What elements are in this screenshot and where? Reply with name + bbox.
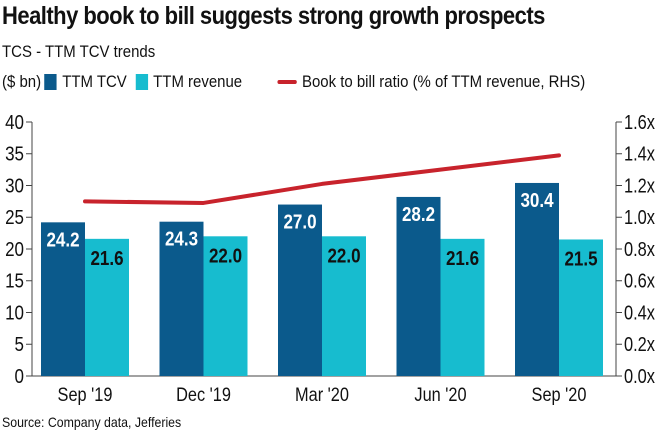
y-tick-label-left: 35 <box>5 142 24 165</box>
y-tick-label-left: 25 <box>5 206 24 229</box>
y-tick-label-right: 0.6x <box>624 269 655 292</box>
bar-tcv <box>396 196 441 376</box>
legend-swatch-ratio <box>277 80 297 84</box>
legend-label-revenue: TTM revenue <box>153 72 243 91</box>
y-tick-label-right: 1.6x <box>624 110 655 133</box>
ratio-line <box>83 153 561 205</box>
bar-tcv <box>278 204 322 376</box>
ratio-line-group <box>83 153 561 205</box>
y-tick-label-right: 1.4x <box>624 142 655 165</box>
y-tick-label-left: 30 <box>5 174 24 197</box>
bar-revenue <box>559 239 603 376</box>
data-label-revenue: 21.5 <box>564 247 597 270</box>
bar-revenue <box>203 236 248 376</box>
y-tick-label-right: 0.4x <box>624 301 655 324</box>
legend-item-revenue: TTM revenue <box>132 72 242 92</box>
x-tick-label: Sep '20 <box>532 384 587 405</box>
data-label-tcv: 28.2 <box>402 203 435 226</box>
legend-item-ratio: Book to bill ratio (% of TTM revenue, RH… <box>277 72 585 92</box>
y-tick-label-right: 0.0x <box>624 364 655 387</box>
y-tick-label-right: 1.2x <box>624 174 655 197</box>
source-note: Source: Company data, Jefferies <box>2 414 182 430</box>
bars <box>41 182 603 376</box>
y-tick-label-left: 0 <box>15 365 24 388</box>
x-tick-label: Dec '19 <box>176 384 231 405</box>
x-tick-label: Mar '20 <box>295 384 349 405</box>
y-tick-label-left: 20 <box>5 238 24 261</box>
legend: ($ bn) TTM TCV TTM revenue Book to bill … <box>2 72 590 92</box>
y-tick-label-right: 1.0x <box>624 206 655 229</box>
legend-item-tcv: TTM TCV <box>41 72 127 92</box>
chart-subtitle: TCS - TTM TCV trends <box>2 42 156 61</box>
y-tick-label-left: 40 <box>5 111 24 134</box>
chart-title: Healthy book to bill suggests strong gro… <box>2 2 545 30</box>
x-tick-label: Jun '20 <box>414 384 466 405</box>
bar-revenue <box>85 238 129 376</box>
data-label-revenue: 22.0 <box>209 244 242 267</box>
data-label-tcv: 24.3 <box>165 227 198 250</box>
x-tick-label: Sep '19 <box>58 384 113 405</box>
data-label-tcv: 30.4 <box>520 189 554 212</box>
legend-label-tcv: TTM TCV <box>62 72 127 91</box>
legend-swatch-tcv <box>44 74 57 90</box>
y-tick-label-left: 15 <box>5 269 24 292</box>
legend-unit: ($ bn) <box>2 72 42 91</box>
data-label-revenue: 21.6 <box>90 247 123 270</box>
data-label-tcv: 24.2 <box>46 228 79 251</box>
legend-swatch-revenue <box>135 74 148 90</box>
bar-tcv <box>159 221 204 376</box>
data-label-tcv: 27.0 <box>283 210 316 233</box>
data-label-revenue: 22.0 <box>327 244 360 267</box>
legend-label-ratio: Book to bill ratio (% of TTM revenue, RH… <box>301 72 586 91</box>
y-tick-label-right: 0.8x <box>624 237 655 260</box>
y-tick-label-right: 0.2x <box>624 333 655 356</box>
y-tick-label-left: 5 <box>15 333 24 356</box>
bar-revenue <box>440 238 485 376</box>
data-labels: 24.2 21.6 24.3 22.0 27.0 22.0 28.2 21.6 30.4 21.5 <box>46 189 597 270</box>
bar-tcv <box>41 222 85 376</box>
axes: 0 5 10 15 20 25 30 35 40 0.0x 0.2x 0.4x 0.6x 0.8x 1.0x… <box>5 110 655 405</box>
data-label-revenue: 21.6 <box>446 247 479 270</box>
y-tick-label-left: 10 <box>5 301 24 324</box>
bar-revenue <box>322 236 366 376</box>
bar-tcv <box>515 182 559 376</box>
